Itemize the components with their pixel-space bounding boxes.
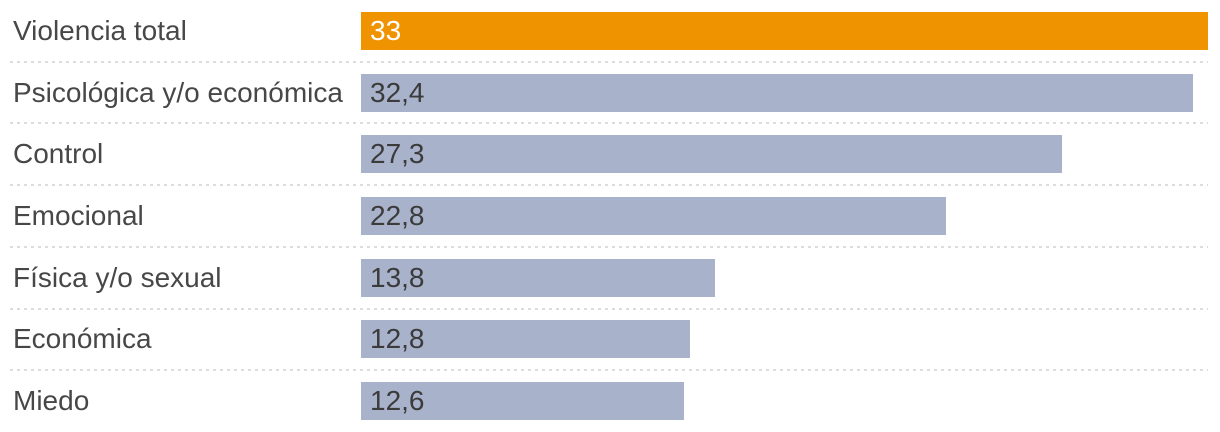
bar-area: 33 (361, 11, 1220, 50)
row-label: Psicológica y/o económica (13, 76, 343, 108)
bar-area: 22,8 (361, 197, 1220, 236)
row-separator (10, 122, 1208, 125)
bar: 13,8 (361, 258, 716, 297)
chart-row: Física y/o sexual 13,8 (0, 247, 1220, 310)
chart-row: Miedo 12,6 (0, 370, 1220, 432)
row-label: Control (13, 138, 104, 170)
row-label: Económica (13, 323, 152, 355)
bar-area: 13,8 (361, 258, 1220, 297)
chart-row: Psicológica y/o económica 32,4 (0, 62, 1220, 125)
row-separator (10, 369, 1208, 372)
row-separator (10, 245, 1208, 248)
row-label: Miedo (13, 385, 90, 417)
value-label: 27,3 (370, 138, 425, 170)
bar-area: 12,6 (361, 382, 1220, 421)
bar: 22,8 (361, 197, 947, 236)
bar: 33 (361, 11, 1208, 50)
row-separator (10, 184, 1208, 187)
value-label: 32,4 (370, 76, 425, 108)
chart-row: Control 27,3 (0, 123, 1220, 187)
bar-area: 12,8 (361, 320, 1220, 359)
chart-row: Emocional 22,8 (0, 185, 1220, 248)
bar: 32,4 (361, 73, 1193, 112)
value-label: 13,8 (370, 261, 425, 293)
bar: 27,3 (361, 135, 1062, 174)
bar: 12,6 (361, 382, 685, 421)
value-label: 12,8 (370, 323, 425, 355)
chart-row: Violencia total 33 (0, 0, 1220, 63)
row-label: Emocional (13, 200, 144, 232)
bar: 12,8 (361, 320, 690, 359)
row-label: Física y/o sexual (13, 261, 222, 293)
value-label: 22,8 (370, 200, 425, 232)
row-separator (10, 60, 1208, 63)
value-label: 12,6 (370, 385, 425, 417)
chart-row: Económica 12,8 (0, 309, 1220, 372)
bar-area: 27,3 (361, 135, 1220, 174)
row-label: Violencia total (13, 14, 187, 46)
value-label: 33 (370, 14, 402, 46)
row-separator (10, 307, 1208, 310)
bar-area: 32,4 (361, 73, 1220, 112)
